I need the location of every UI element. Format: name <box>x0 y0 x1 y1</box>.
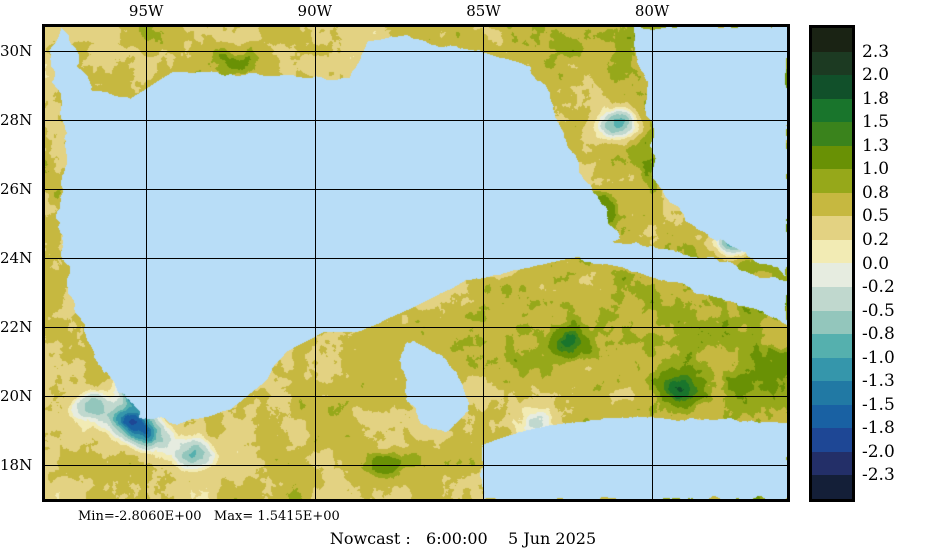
colorbar-band <box>812 404 852 429</box>
colorbar-band <box>812 192 852 217</box>
colorbar-tick: -1.8 <box>862 418 895 439</box>
colorbar-band <box>812 51 852 76</box>
colorbar-tick: -0.8 <box>862 324 895 345</box>
longitude-tick-80W: 80W <box>634 2 670 20</box>
colorbar-tick: 2.0 <box>862 65 890 86</box>
gridline-lon <box>146 27 147 499</box>
colorbar-band <box>812 428 852 452</box>
colorbar-tick: -1.0 <box>862 347 895 368</box>
colorbar-band <box>812 216 852 240</box>
colorbar-tick: -2.0 <box>862 441 895 462</box>
colorbar-band <box>812 98 852 123</box>
gridline-lat <box>45 396 787 397</box>
colorbar-tick: 1.5 <box>862 112 890 133</box>
colorbar-tick: 2.3 <box>862 41 890 62</box>
minmax-statistics: Min=-2.8060E+00 Max= 1.5415E+00 <box>78 509 340 524</box>
gridline-lon <box>315 27 316 499</box>
latitude-tick-18N: 18N <box>0 455 33 474</box>
colorbar-band <box>812 75 852 99</box>
colorbar <box>809 25 855 502</box>
gridline-lat <box>45 189 787 190</box>
colorbar-tick: 0.8 <box>862 182 890 203</box>
gridline-lat <box>45 465 787 466</box>
colorbar-band <box>812 357 852 382</box>
colorbar-tick: -0.5 <box>862 300 895 321</box>
gridline-lat <box>45 258 787 259</box>
gridline-lat <box>45 327 787 328</box>
colorbar-band <box>812 145 852 170</box>
gridline-lon <box>483 27 484 499</box>
colorbar-tick: -1.5 <box>862 394 895 415</box>
latitude-tick-20N: 20N <box>0 386 33 405</box>
colorbar-tick-labels: 2.3 2.0 1.8 1.5 1.3 1.0 0.8 0.5 0.2 0.0 -0.2 -0.5 -0… <box>862 25 926 502</box>
colorbar-band <box>812 263 852 288</box>
colorbar-band <box>812 451 852 476</box>
map-plot-area[interactable] <box>42 24 790 502</box>
gridline-lon <box>652 27 653 499</box>
colorbar-tick: 1.3 <box>862 135 890 156</box>
longitude-tick-95W: 95W <box>128 2 164 20</box>
colorbar-band <box>812 287 852 311</box>
longitude-tick-85W: 85W <box>466 2 501 20</box>
colorbar-band <box>812 381 852 405</box>
latitude-tick-22N: 22N <box>0 317 33 336</box>
colorbar-tick: 0.5 <box>862 206 890 227</box>
longitude-tick-90W: 90W <box>297 2 333 20</box>
latitude-tick-30N: 30N <box>0 42 33 61</box>
forecast-caption: Nowcast : 6:00:00 5 Jun 2025 <box>329 529 597 548</box>
colorbar-tick: 0.2 <box>862 229 890 250</box>
gridline-lat <box>45 51 787 52</box>
colorbar-tick: -1.3 <box>862 371 895 392</box>
colorbar-tick: -2.3 <box>862 465 895 486</box>
colorbar-band <box>812 334 852 358</box>
latitude-tick-26N: 26N <box>0 179 33 198</box>
gridline-lat <box>45 120 787 121</box>
graticule-grid <box>45 27 787 499</box>
latitude-tick-28N: 28N <box>0 111 33 130</box>
colorbar-band <box>812 28 852 52</box>
colorbar-band <box>812 310 852 335</box>
colorbar-tick: 0.0 <box>862 253 890 274</box>
colorbar-tick: 1.0 <box>862 159 890 180</box>
colorbar-band <box>812 239 852 264</box>
colorbar-tick: -0.2 <box>862 277 895 298</box>
anomaly-field-canvas <box>45 27 787 499</box>
latitude-tick-24N: 24N <box>0 248 33 267</box>
colorbar-tick: 1.8 <box>862 88 890 109</box>
colorbar-band <box>812 169 852 193</box>
colorbar-band <box>812 475 852 499</box>
colorbar-band <box>812 122 852 146</box>
